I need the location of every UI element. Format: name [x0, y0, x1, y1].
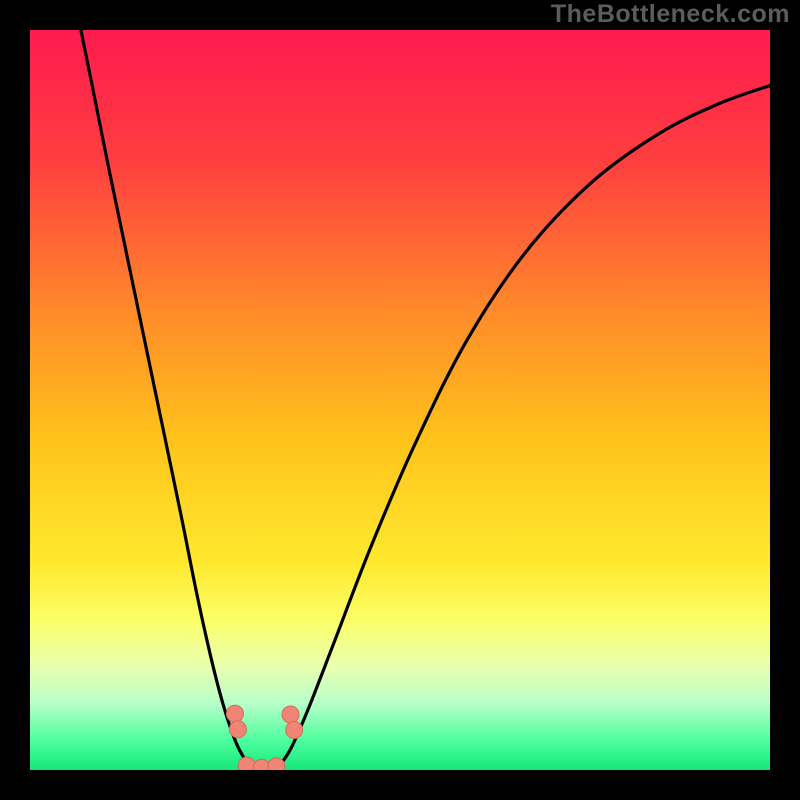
data-marker — [286, 722, 303, 739]
data-marker — [282, 706, 299, 723]
chart-container: TheBottleneck.com — [0, 0, 800, 800]
data-marker — [229, 721, 246, 738]
data-marker — [226, 705, 243, 722]
watermark-text: TheBottleneck.com — [551, 0, 790, 29]
bottleneck-chart-svg — [0, 0, 800, 800]
